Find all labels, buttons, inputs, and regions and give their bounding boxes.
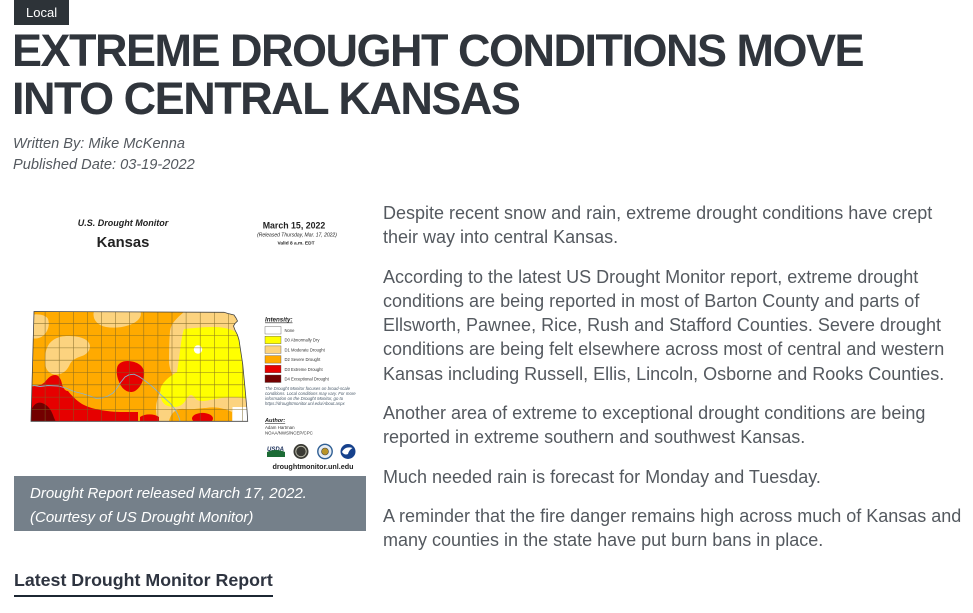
- svg-text:https://droughtmonitor.unl.edu: https://droughtmonitor.unl.edu/About.asp…: [265, 401, 345, 406]
- svg-text:(Released Thursday, Mar. 17, 2: (Released Thursday, Mar. 17, 2022): [257, 233, 337, 239]
- svg-text:March 15, 2022: March 15, 2022: [263, 221, 326, 231]
- svg-text:NOAA/NWS/NCEP/CPC: NOAA/NWS/NCEP/CPC: [265, 431, 313, 436]
- svg-text:information on the Drought Mon: information on the Drought Monitor, go t…: [265, 396, 344, 401]
- svg-text:D2 Severe Drought: D2 Severe Drought: [285, 357, 322, 362]
- svg-text:Adam Hartman: Adam Hartman: [265, 425, 295, 430]
- svg-text:Valid 8 a.m. EDT: Valid 8 a.m. EDT: [277, 241, 314, 247]
- svg-text:U.S. Drought Monitor: U.S. Drought Monitor: [78, 218, 169, 228]
- svg-text:USDA: USDA: [267, 447, 284, 453]
- svg-text:The Drought Monitor focuses on: The Drought Monitor focuses on broad-sca…: [265, 386, 351, 391]
- svg-text:None: None: [285, 328, 296, 333]
- svg-text:Intensity:: Intensity:: [265, 317, 293, 324]
- svg-text:D4 Exceptional Drought: D4 Exceptional Drought: [285, 377, 330, 382]
- svg-text:D0 Abnormally Dry: D0 Abnormally Dry: [285, 338, 321, 343]
- svg-text:droughtmonitor.unl.edu: droughtmonitor.unl.edu: [272, 462, 353, 471]
- svg-text:Author:: Author:: [264, 418, 285, 424]
- svg-text:Kansas: Kansas: [97, 235, 150, 251]
- svg-text:D1 Moderate Drought: D1 Moderate Drought: [285, 347, 326, 352]
- svg-text:D3 Extreme Drought: D3 Extreme Drought: [285, 367, 324, 372]
- svg-text:conditions. Local conditions m: conditions. Local conditions may vary. F…: [265, 391, 356, 396]
